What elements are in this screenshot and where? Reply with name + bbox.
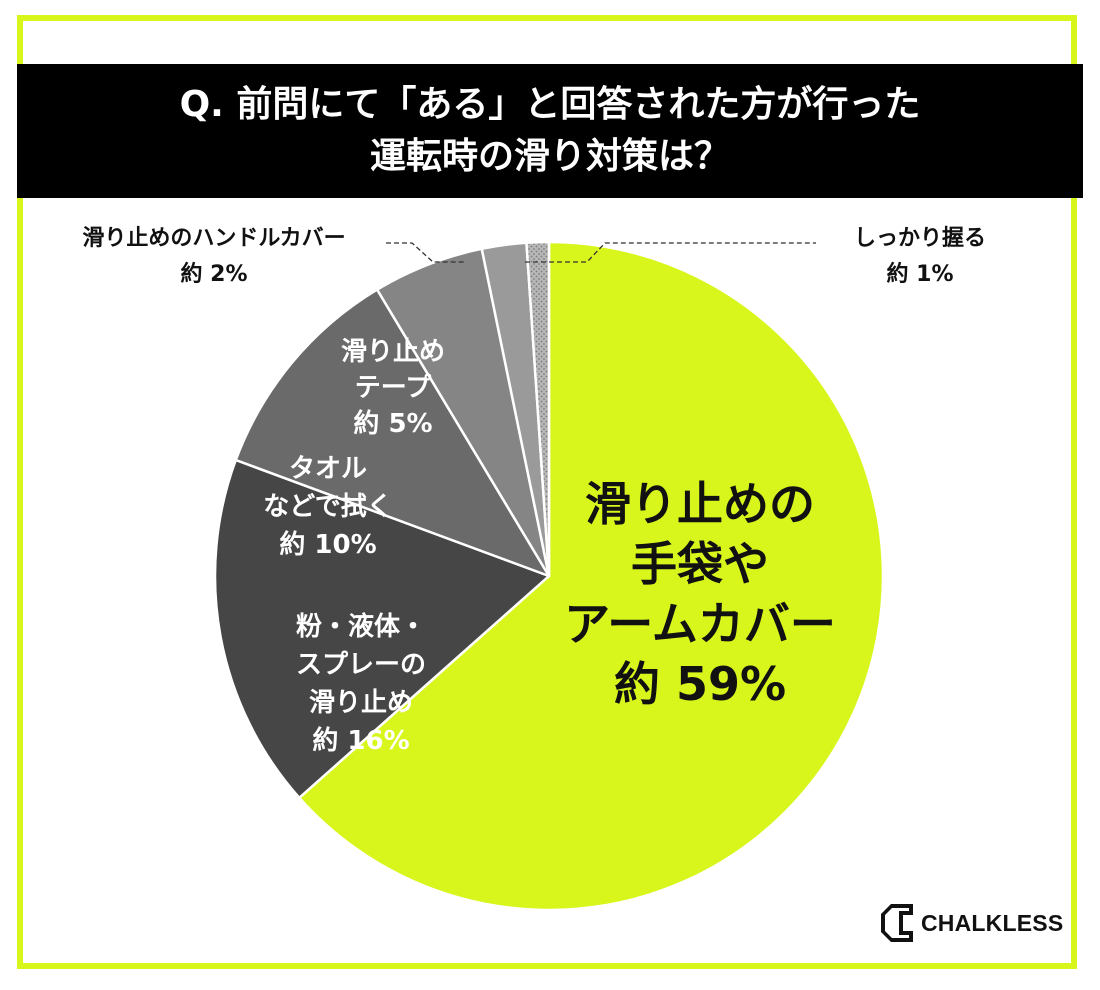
callout-line-4 <box>386 242 466 263</box>
pie-slice-2 <box>234 288 551 578</box>
slice-value-label: 約 5% <box>353 408 432 439</box>
slice-label-line: タオル <box>289 454 367 484</box>
pie-slice-5 <box>525 240 551 578</box>
slice-value-label: 約 16% <box>312 725 409 756</box>
chart-title-line-2: 運転時の滑り対策は？ <box>369 136 730 177</box>
slice-label-3: 滑り止めテープ約 5% <box>341 337 445 439</box>
callout-line-5 <box>525 242 816 263</box>
slice-label-2: タオルなどで拭く約 10% <box>263 454 392 560</box>
slice-label-4: 滑り止めのハンドルカバー約 2% <box>82 226 345 287</box>
slice-label-line: テープ <box>355 373 432 403</box>
chalkless-logo-icon <box>881 904 913 942</box>
pie-callouts <box>386 242 816 263</box>
slice-label-line: スプレーの <box>296 650 426 680</box>
slice-label-1: 粉・液体・スプレーの滑り止め約 16% <box>296 612 426 756</box>
pie-slice-0 <box>298 240 885 912</box>
slice-label-5: しっかり握る約 1% <box>854 226 986 287</box>
pie-slices <box>213 240 885 912</box>
pie-labels: 滑り止めの手袋やアームカバー約 59%粉・液体・スプレーの滑り止め約 16%タオ… <box>82 226 986 756</box>
slice-label-line: などで拭く <box>263 492 392 522</box>
slice-label-line: 滑り止めのハンドルカバー <box>82 226 345 251</box>
slice-value-label: 約 59% <box>614 657 786 711</box>
slice-label-line: 滑り止めの <box>585 477 815 531</box>
title-banner: Q. 前問にて「ある」と回答された方が行った 運転時の滑り対策は？ <box>17 64 1083 198</box>
slice-label-line: 滑り止め <box>309 688 413 718</box>
pie-slice-1 <box>213 458 551 800</box>
slice-value-label: 約 1% <box>886 261 953 287</box>
slice-label-line: 手袋や <box>631 537 769 591</box>
slice-label-line: アームカバー <box>564 597 836 651</box>
slice-label-line: 滑り止め <box>341 337 445 367</box>
brand-logo: CHALKLESS <box>877 901 1063 945</box>
chart-title-line-1: Q. 前問にて「ある」と回答された方が行った <box>179 84 921 125</box>
slice-label-0: 滑り止めの手袋やアームカバー約 59% <box>564 477 836 711</box>
slice-label-line: 粉・液体・ <box>296 612 426 642</box>
slice-value-label: 約 10% <box>279 529 376 560</box>
slice-value-label: 約 2% <box>180 261 247 287</box>
brand-name: CHALKLESS <box>921 909 1064 936</box>
slice-label-line: しっかり握る <box>854 226 986 251</box>
